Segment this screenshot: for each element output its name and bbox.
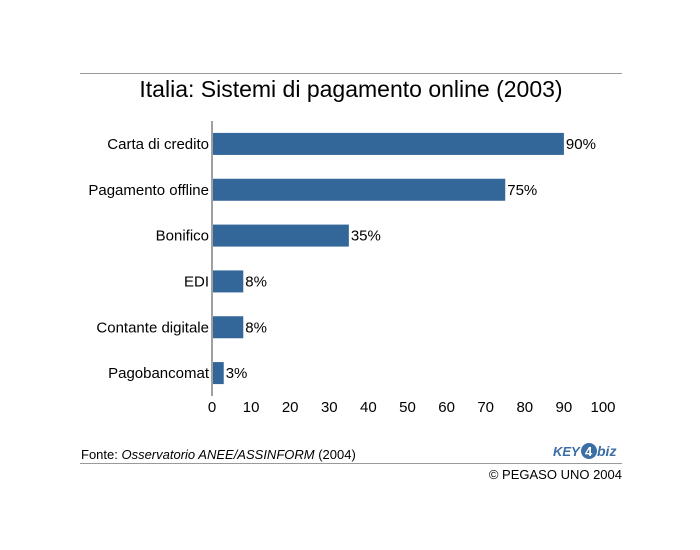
data-label: 3% xyxy=(226,365,248,382)
copyright-note: © PEGASO UNO 2004 xyxy=(488,467,622,482)
chart-title: Italia: Sistemi di pagamento online (200… xyxy=(139,76,563,102)
bar xyxy=(213,316,244,339)
bottom-divider xyxy=(80,463,622,464)
data-label: 35% xyxy=(351,228,381,245)
source-year: (2004) xyxy=(314,447,356,462)
logo-circle xyxy=(581,443,597,459)
bar xyxy=(213,270,244,293)
data-label: 75% xyxy=(507,182,537,199)
x-tick-label: 80 xyxy=(516,399,533,416)
x-tick-label: 40 xyxy=(360,399,377,416)
logo-text-4: 4 xyxy=(585,444,593,459)
bar xyxy=(213,178,506,201)
x-tick-label: 10 xyxy=(243,399,260,416)
category-label: Pagobancomat xyxy=(108,365,210,382)
bar xyxy=(213,224,349,247)
data-label: 90% xyxy=(566,136,596,153)
x-tick-label: 70 xyxy=(477,399,494,416)
category-label: Contante digitale xyxy=(96,319,209,336)
data-label: 8% xyxy=(245,273,267,290)
x-tick-label: 100 xyxy=(590,399,615,416)
category-label: Bonifico xyxy=(156,228,209,245)
logo-text-biz: biz xyxy=(597,443,616,459)
x-tick-label: 0 xyxy=(208,399,216,416)
logo-text-key: KEY xyxy=(553,444,581,459)
x-tick-label: 90 xyxy=(556,399,573,416)
category-label: Carta di credito xyxy=(107,136,209,153)
category-label: Pagamento offline xyxy=(88,182,209,199)
top-divider xyxy=(80,73,622,74)
x-tick-label: 20 xyxy=(282,399,299,416)
source-prefix: Fonte: xyxy=(81,447,122,462)
source-name: Osservatorio ANEE/ASSINFORM xyxy=(121,447,315,462)
category-label: EDI xyxy=(184,273,209,290)
x-tick-label: 30 xyxy=(321,399,338,416)
x-tick-label: 60 xyxy=(438,399,455,416)
source-note: Fonte: Osservatorio ANEE/ASSINFORM (2004… xyxy=(81,447,356,462)
x-tick-label: 50 xyxy=(399,399,416,416)
bar xyxy=(213,362,224,385)
key4biz-logo: KEY 4 biz xyxy=(553,443,616,459)
bar xyxy=(213,132,564,155)
data-label: 8% xyxy=(245,319,267,336)
